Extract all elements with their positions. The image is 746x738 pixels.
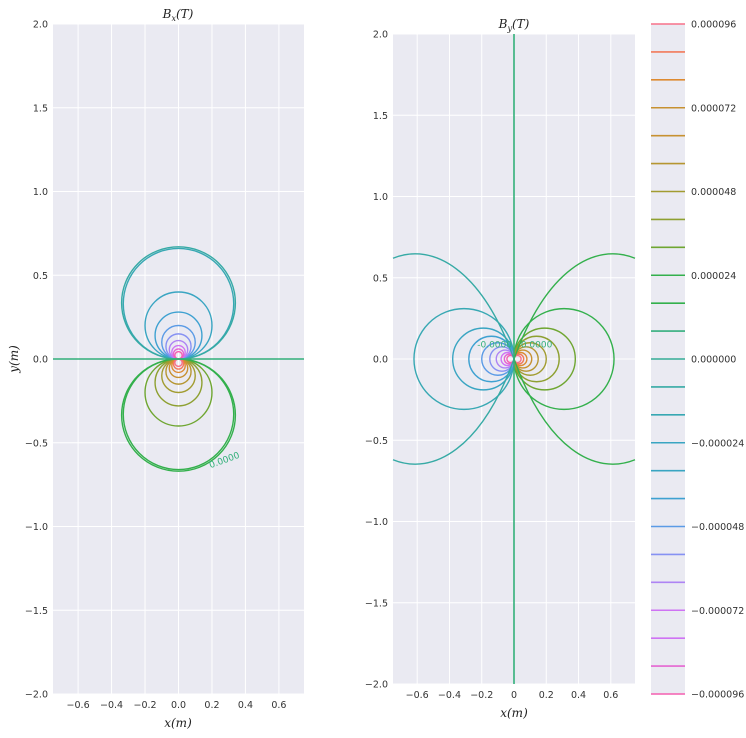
colorbar-tick-label: −0.000024 <box>691 438 744 449</box>
y-tick-label: −2.0 <box>25 690 48 701</box>
y-tick-label: 0.0 <box>33 355 48 366</box>
x-tick-label: −0.4 <box>100 700 123 711</box>
bx-title: Bx(T) <box>162 7 194 23</box>
x-tick-label: 0.4 <box>238 700 253 711</box>
bx-y-ticks: −2.0 −1.5 −1.0 −0.5 0.0 0.5 1.0 1.5 2.0 <box>25 20 48 701</box>
x-tick-label: 0.0 <box>171 700 186 711</box>
colorbar-tick-label: 0.000096 <box>691 20 736 31</box>
by-title: By(T) <box>498 17 530 33</box>
x-tick-label: 0.6 <box>271 700 286 711</box>
x-tick-label: 0.4 <box>571 690 586 701</box>
x-tick-label: −0.4 <box>438 690 461 701</box>
x-tick-label: −0.6 <box>67 700 90 711</box>
colorbar-tick-label: 0.000000 <box>691 355 736 366</box>
y-tick-label: −1.5 <box>25 606 48 617</box>
by-y-ticks: −2.0 −1.5 −1.0 −0.5 0.0 0.5 1.0 1.5 2.0 <box>365 30 388 691</box>
colorbar-tick-label: −0.000072 <box>691 606 744 617</box>
colorbar-tick-label: 0.000048 <box>691 187 736 198</box>
colorbar: 0.000096 0.000072 0.000048 0.000024 0.000000… <box>651 20 744 701</box>
y-tick-label: −1.5 <box>365 598 388 609</box>
by-x-ticks: −0.6 −0.4 −0.2 0 0.2 0.4 0.6 <box>406 690 619 701</box>
bx-contour-panel: −0.6 −0.4 −0.2 0.0 0.2 0.4 0.6 −2.0 −1.5 −1.0 −0.… <box>7 7 304 730</box>
y-tick-label: −0.5 <box>365 436 388 447</box>
x-tick-label: −0.6 <box>406 690 429 701</box>
x-tick-label: 0.2 <box>204 700 219 711</box>
bx-xlabel: x(m) <box>164 716 192 730</box>
x-tick-label: −0.2 <box>470 690 493 701</box>
colorbar-tick-label: −0.000048 <box>691 522 744 533</box>
y-tick-label: 0.5 <box>373 273 388 284</box>
contour-label: 0.0000 <box>521 341 553 351</box>
by-contour-panel: −0.6 −0.4 −0.2 0 0.2 0.4 0.6 −2.0 −1.5 −1.0 −0.5 0… <box>365 17 636 720</box>
colorbar-lines <box>651 23 685 695</box>
y-tick-label: −1.0 <box>25 522 48 533</box>
colorbar-tick-label: −0.000096 <box>691 690 744 701</box>
x-tick-label: 0 <box>511 690 517 701</box>
x-tick-label: 0.2 <box>539 690 554 701</box>
bx-ylabel: y(m) <box>7 345 21 374</box>
y-tick-label: 1.5 <box>33 103 48 114</box>
y-tick-label: −1.0 <box>365 517 388 528</box>
y-tick-label: 2.0 <box>373 30 388 41</box>
colorbar-tick-label: 0.000072 <box>691 103 736 114</box>
y-tick-label: −0.5 <box>25 438 48 449</box>
y-tick-label: 0.5 <box>33 271 48 282</box>
y-tick-label: 1.5 <box>373 111 388 122</box>
by-xlabel: x(m) <box>500 706 528 720</box>
x-tick-label: −0.2 <box>133 700 156 711</box>
y-tick-label: 0.0 <box>373 355 388 366</box>
y-tick-label: −2.0 <box>365 680 388 691</box>
bx-contours <box>53 246 304 472</box>
y-tick-label: 2.0 <box>33 20 48 31</box>
colorbar-tick-label: 0.000024 <box>691 271 736 282</box>
by-contour-labels: -0.0000 0.0000 <box>477 341 552 351</box>
y-tick-label: 1.0 <box>33 187 48 198</box>
by-contours <box>392 34 636 684</box>
bx-x-ticks: −0.6 −0.4 −0.2 0.0 0.2 0.4 0.6 <box>67 700 287 711</box>
colorbar-labels: 0.000096 0.000072 0.000048 0.000024 0.000000… <box>691 20 744 701</box>
y-tick-label: 1.0 <box>373 192 388 203</box>
x-tick-label: 0.6 <box>603 690 618 701</box>
contour-label: -0.0000 <box>477 341 512 351</box>
